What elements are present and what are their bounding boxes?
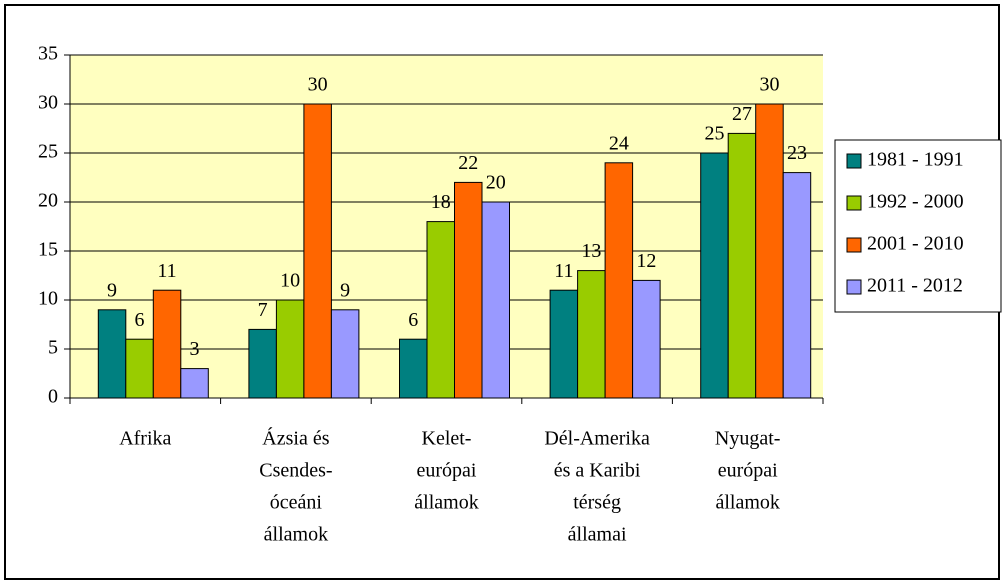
bar [125,338,154,399]
data-label: 30 [308,74,328,96]
bar [755,103,784,399]
data-label: 9 [107,279,117,301]
bar [180,368,209,399]
data-label: 23 [787,142,807,164]
data-label: 9 [340,279,350,301]
legend-label: 1992 - 2000 [867,191,964,213]
bar [782,172,812,399]
bar [549,289,579,399]
legend-label: 1981 - 1991 [867,149,964,171]
bar [248,328,277,399]
x-tick-label: Nyugat- [715,428,781,450]
data-label: 13 [581,240,601,262]
x-tick-label: államok [715,492,779,514]
x-tick-label: európai [718,460,778,482]
data-label: 6 [135,309,145,331]
data-label: 10 [280,270,300,292]
x-tick-label: államok [414,492,478,514]
data-label: 20 [486,172,506,194]
data-label: 11 [554,260,573,282]
data-label: 7 [258,299,268,321]
bar [303,103,332,399]
legend-swatch [846,237,862,253]
legend-label: 2001 - 2010 [867,233,964,255]
x-tick-label: és a Karibi [554,460,641,482]
bar [399,338,428,399]
y-tick-label: 15 [38,239,58,261]
x-tick-label: Afrika [119,428,171,450]
x-tick-label: térség [573,492,621,514]
y-tick-label: 5 [48,337,58,359]
data-label: 12 [636,250,656,272]
x-tick-label: Kelet- [422,428,472,450]
bar [454,181,483,399]
data-label: 11 [157,260,176,282]
data-label: 25 [704,123,724,145]
bar [426,221,455,399]
legend-box [834,139,1002,313]
y-tick-label: 35 [38,43,58,65]
legend-label: 2011 - 2012 [867,275,963,297]
x-tick-label: államai [568,524,627,546]
x-tick-label: óceáni [270,492,323,514]
bar [577,270,606,399]
data-label: 22 [458,152,478,174]
x-tick-label: európai [417,460,477,482]
x-tick-label: államok [264,524,328,546]
bar [275,299,305,399]
bar [632,279,661,399]
bar [700,152,729,399]
x-tick-label: Csendes- [259,460,332,482]
y-tick-label: 10 [38,288,58,310]
legend-swatch [846,195,862,211]
y-tick-label: 25 [38,141,58,163]
x-tick-label: Dél-Amerika [544,428,650,450]
legend-swatch [846,279,862,295]
data-label: 27 [732,103,752,125]
data-label: 18 [431,191,451,213]
bar [481,201,510,399]
legend-swatch [846,153,862,169]
x-tick-label: Ázsia és [262,427,329,450]
y-tick-label: 20 [38,190,58,212]
data-label: 3 [190,338,200,360]
bar [97,309,127,399]
bar [152,289,182,399]
bar [727,132,757,399]
data-label: 30 [759,74,779,96]
data-label: 6 [408,309,418,331]
y-tick-label: 30 [38,92,58,114]
bar [604,162,634,399]
bar [330,309,360,399]
data-label: 24 [609,132,629,154]
y-tick-label: 0 [48,386,58,408]
